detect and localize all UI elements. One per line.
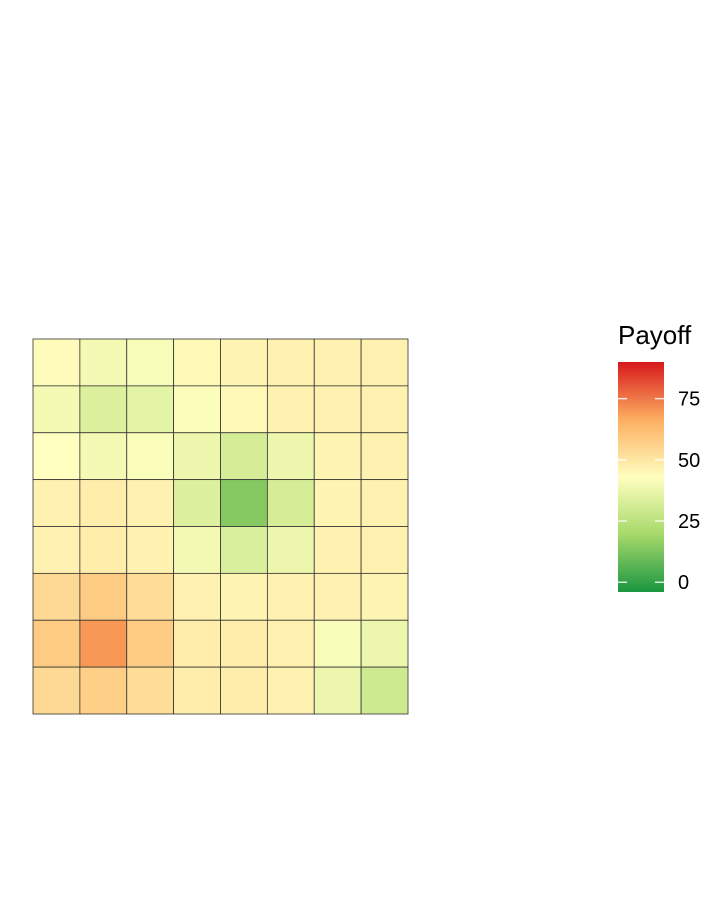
heatmap-cell-r7-c8 (360, 619, 409, 668)
heatmap-cell-r4-c4 (173, 479, 221, 527)
heatmap-cell-r1-c2 (79, 338, 128, 387)
heatmap-cell-r3-c5 (220, 432, 268, 481)
heatmap-cell-r6-c8 (360, 572, 409, 621)
heatmap-cell-r3-c3 (126, 432, 175, 481)
heatmap-cell-r3-c2 (79, 432, 128, 481)
heatmap-cell-r8-c8 (360, 666, 409, 715)
heatmap-cell-r2-c7 (313, 385, 362, 434)
heatmap-cell-r6-c6 (266, 572, 315, 621)
heatmap-cell-r3-c4 (173, 432, 221, 481)
heatmap-cell-r8-c1 (32, 666, 81, 715)
legend-title: Payoff (618, 320, 692, 350)
heatmap-cell-r5-c2 (79, 526, 128, 574)
heatmap-cell-r1-c7 (313, 338, 362, 387)
legend-tick-label-75: 75 (678, 389, 700, 411)
legend: Payoff 0 25 50 75 (618, 320, 700, 594)
heatmap-cell-r3-c8 (360, 432, 409, 481)
heatmap-cell-r7-c4 (173, 619, 221, 668)
heatmap-cell-r7-c3 (126, 619, 175, 668)
heatmap-cell-r2-c3 (126, 385, 175, 434)
heatmap-cell-r7-c1 (32, 619, 81, 668)
heatmap-cell-r4-c3 (126, 479, 175, 527)
heatmap-cell-r5-c4 (173, 526, 221, 574)
legend-tick-label-50: 50 (678, 450, 700, 472)
heatmap-cell-r1-c6 (266, 338, 315, 387)
heatmap-cell-r4-c7 (313, 479, 362, 527)
heatmap-cell-r6-c2 (79, 572, 128, 621)
heatmap-cell-r5-c6 (266, 526, 315, 574)
heatmap-cell-r6-c3 (126, 572, 175, 621)
heatmap-cell-r2-c1 (32, 385, 81, 434)
heatmap-cell-r3-c1 (32, 432, 81, 481)
heatmap-cell-r2-c4 (173, 385, 221, 434)
legend-tick-label-25: 25 (678, 511, 700, 533)
heatmap-cell-r7-c5 (220, 619, 268, 668)
heatmap-cell-r2-c6 (266, 385, 315, 434)
heatmap-cell-r2-c5 (220, 385, 268, 434)
heatmap-cell-r3-c6 (266, 432, 315, 481)
heatmap-cell-r4-c6 (266, 479, 315, 527)
heatmap-cell-r1-c3 (126, 338, 175, 387)
heatmap-cells (32, 338, 409, 715)
legend-colorbar (618, 362, 664, 592)
heatmap-cell-r7-c6 (266, 619, 315, 668)
heatmap-cell-r1-c1 (32, 338, 81, 387)
heatmap-cell-r6-c7 (313, 572, 362, 621)
heatmap-cell-r5-c7 (313, 526, 362, 574)
heatmap-cell-r8-c4 (173, 666, 221, 715)
heatmap-cell-r5-c1 (32, 526, 81, 574)
legend-tick-label-0: 0 (678, 572, 689, 594)
heatmap-cell-r8-c7 (313, 666, 362, 715)
heatmap-cell-r5-c3 (126, 526, 175, 574)
heatmap-cell-r2-c2 (79, 385, 128, 434)
heatmap-cell-r8-c5 (220, 666, 268, 715)
heatmap-cell-r8-c6 (266, 666, 315, 715)
heatmap-cell-r6-c5 (220, 572, 268, 621)
heatmap-cell-r4-c5 (220, 479, 268, 527)
heatmap-cell-r3-c7 (313, 432, 362, 481)
heatmap-cell-r2-c8 (360, 385, 409, 434)
heatmap-cell-r1-c4 (173, 338, 221, 387)
heatmap-cell-r8-c3 (126, 666, 175, 715)
heatmap-cell-r5-c8 (360, 526, 409, 574)
heatmap-cell-r7-c2 (79, 619, 128, 668)
heatmap-cell-r8-c2 (79, 666, 128, 715)
heatmap-cell-r4-c8 (360, 479, 409, 527)
heatmap-cell-r5-c5 (220, 526, 268, 574)
heatmap-cell-r6-c4 (173, 572, 221, 621)
heatmap-cell-r4-c1 (32, 479, 81, 527)
heatmap-cell-r6-c1 (32, 572, 81, 621)
heatmap-cell-r1-c8 (360, 338, 409, 387)
heatmap-cell-r7-c7 (313, 619, 362, 668)
heatmap-cell-r4-c2 (79, 479, 128, 527)
heatmap-cell-r1-c5 (220, 338, 268, 387)
